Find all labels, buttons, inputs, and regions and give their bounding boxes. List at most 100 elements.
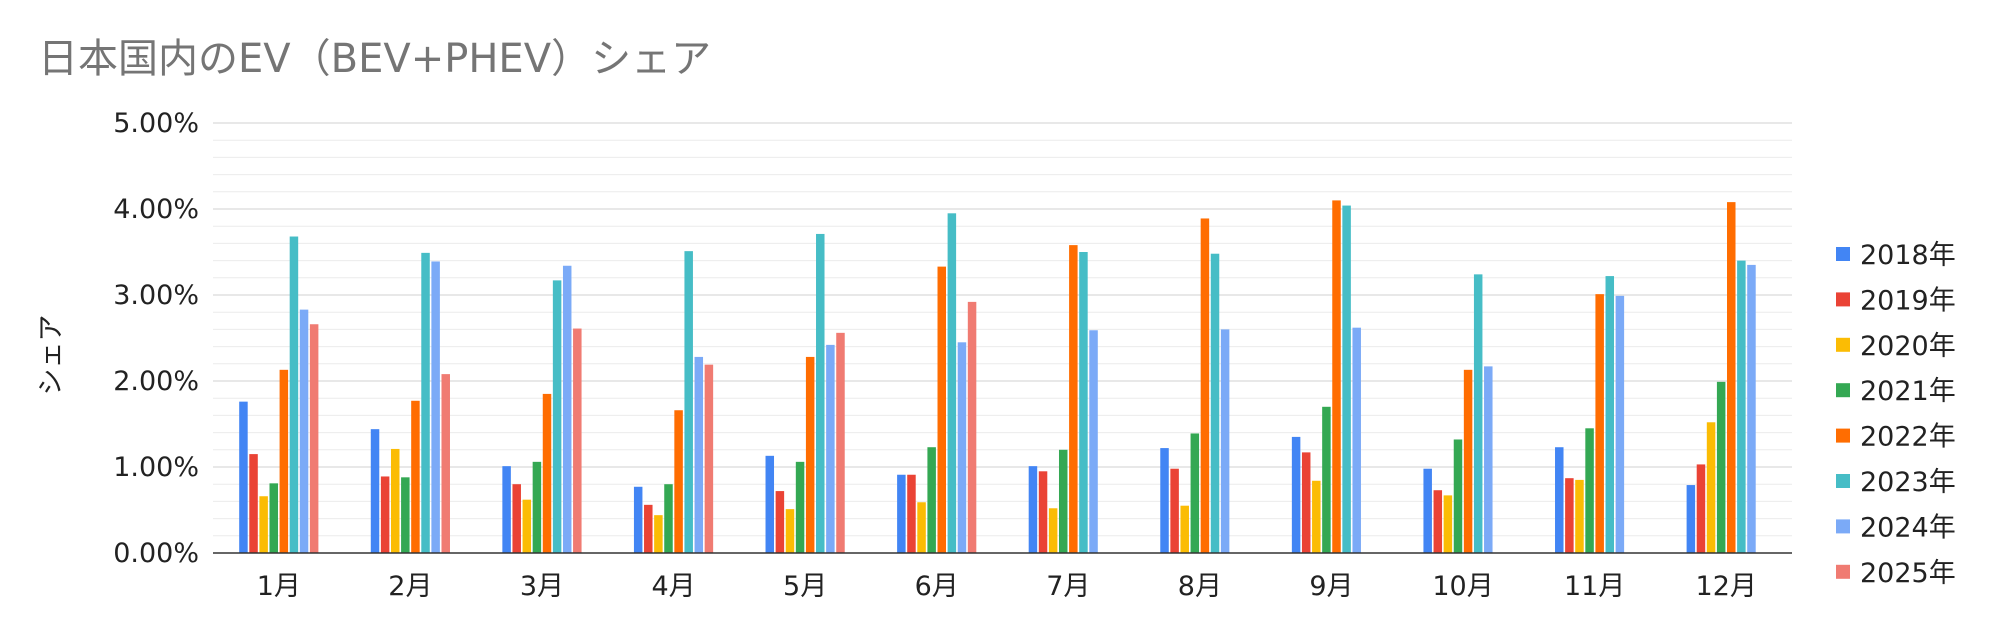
y-tick-label: 4.00% <box>113 194 199 225</box>
legend-item: 2020年 <box>1836 331 1956 362</box>
bar <box>967 301 977 553</box>
y-axis-label: シェア <box>36 315 67 396</box>
bar <box>421 252 430 554</box>
bar <box>1220 329 1230 553</box>
bar <box>522 499 532 553</box>
bar <box>937 266 947 553</box>
bar <box>654 515 663 553</box>
bar <box>1463 369 1473 553</box>
bar <box>1312 480 1321 553</box>
legend-swatch <box>1836 474 1850 488</box>
bar <box>1555 447 1564 553</box>
bar <box>1595 294 1604 553</box>
bar <box>947 213 957 554</box>
grid-lines <box>213 122 1792 554</box>
bar <box>309 324 319 553</box>
bar <box>562 265 572 553</box>
legend-item: 2019年 <box>1836 285 1956 316</box>
bar <box>411 400 420 553</box>
legend-label: 2023年 <box>1860 467 1956 498</box>
bar <box>1322 406 1331 553</box>
legend-item: 2021年 <box>1836 376 1956 407</box>
legend-swatch <box>1836 428 1850 443</box>
bar <box>1058 449 1068 553</box>
bar <box>1180 505 1189 553</box>
legend-item: 2024年 <box>1836 512 1956 543</box>
bar <box>1696 464 1706 553</box>
y-tick-label: 2.00% <box>113 366 199 397</box>
x-tick-label: 5月 <box>783 571 827 602</box>
bar <box>836 332 845 553</box>
x-tick-label: 3月 <box>520 571 564 602</box>
bar <box>897 474 906 553</box>
legend-label: 2018年 <box>1860 240 1956 271</box>
bar <box>633 486 643 553</box>
x-tick-label: 1月 <box>257 571 301 602</box>
bar <box>1453 439 1463 553</box>
bar <box>1089 330 1098 553</box>
bar <box>239 401 248 553</box>
x-tick-label: 10月 <box>1432 571 1493 602</box>
y-axis-ticks: 0.00% 1.00% 2.00% 3.00% 4.00% 5.00% <box>113 108 199 569</box>
bars <box>239 200 1756 554</box>
bar <box>1038 471 1048 553</box>
bar <box>1473 274 1483 553</box>
bar <box>1069 245 1078 553</box>
x-tick-label: 8月 <box>1178 571 1222 602</box>
bar <box>1706 422 1716 553</box>
bar <box>765 455 775 553</box>
x-tick-label: 7月 <box>1046 571 1090 602</box>
bar <box>1433 490 1443 553</box>
bar <box>1423 468 1432 553</box>
legend-item: 2018年 <box>1836 240 1956 271</box>
bar <box>390 448 400 553</box>
bar <box>1332 200 1341 553</box>
bar <box>1079 252 1088 553</box>
bar <box>289 236 299 553</box>
legend-item: 2022年 <box>1836 422 1956 453</box>
bar <box>1190 433 1200 553</box>
bar <box>907 474 916 553</box>
bar <box>1737 260 1746 553</box>
bar <box>1585 428 1594 553</box>
x-tick-label: 9月 <box>1309 571 1353 602</box>
bar <box>1716 381 1726 553</box>
y-tick-label: 1.00% <box>113 452 199 483</box>
legend-swatch <box>1836 247 1850 261</box>
bar <box>1484 366 1493 553</box>
bar <box>1575 479 1584 553</box>
bar <box>512 484 521 553</box>
bar <box>1565 478 1574 553</box>
bar <box>957 342 967 553</box>
bar <box>1443 495 1453 553</box>
bar <box>775 491 785 553</box>
x-tick-label: 2月 <box>388 571 432 602</box>
x-tick-label: 11月 <box>1564 571 1625 602</box>
bar <box>805 356 815 553</box>
bar <box>573 328 582 553</box>
bar <box>1170 468 1179 553</box>
bar <box>279 369 289 553</box>
chart-title: 日本国内のEV（BEV+PHEV）シェア <box>38 36 712 82</box>
bar <box>1615 295 1625 553</box>
bar <box>532 461 542 553</box>
legend-label: 2022年 <box>1860 422 1956 453</box>
bar <box>370 429 380 553</box>
bar <box>1301 452 1311 553</box>
bar <box>694 356 704 553</box>
y-tick-label: 3.00% <box>113 280 199 311</box>
bar <box>1747 264 1756 553</box>
legend-label: 2020年 <box>1860 331 1956 362</box>
bar <box>704 364 714 553</box>
bar <box>552 280 562 553</box>
legend: 2018年 2019年 2020年 2021年 2022年 2023年 2024年 2025年 <box>1836 240 1956 589</box>
bar <box>1352 327 1361 553</box>
bar <box>380 476 390 553</box>
legend-swatch <box>1836 337 1850 352</box>
bar <box>299 309 309 553</box>
bar <box>249 454 258 553</box>
bar <box>1028 466 1038 553</box>
bar <box>1727 202 1736 553</box>
bar <box>795 461 805 553</box>
